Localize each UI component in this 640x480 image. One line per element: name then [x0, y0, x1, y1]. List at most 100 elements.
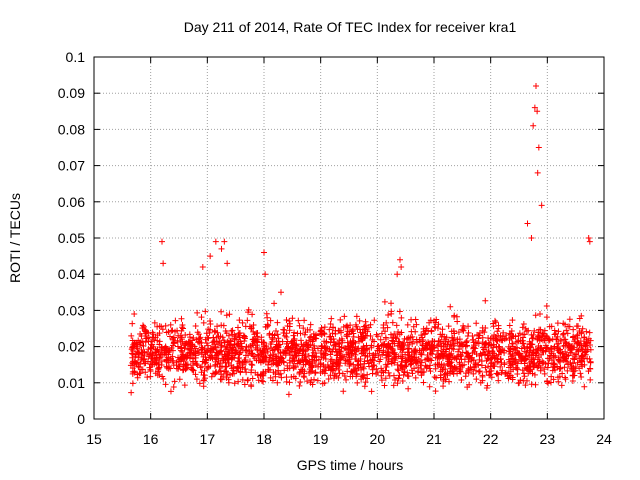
- data-point: [243, 369, 250, 376]
- data-point: [246, 358, 253, 365]
- data-point: [484, 352, 491, 359]
- data-point: [482, 297, 489, 304]
- data-point: [520, 340, 527, 347]
- data-point: [513, 364, 520, 371]
- data-point: [509, 317, 516, 324]
- y-tick-label: 0.02: [58, 339, 85, 355]
- data-point: [307, 379, 314, 386]
- data-point: [522, 382, 529, 389]
- data-point: [573, 323, 580, 330]
- data-point: [364, 357, 371, 364]
- data-point: [212, 344, 219, 351]
- data-point: [540, 330, 547, 337]
- data-point: [354, 379, 361, 386]
- data-point: [347, 338, 354, 345]
- data-point: [300, 347, 307, 354]
- data-point: [412, 374, 419, 381]
- data-point: [561, 364, 568, 371]
- data-point: [400, 371, 407, 378]
- data-point: [402, 363, 409, 370]
- data-point: [506, 322, 513, 329]
- data-point: [289, 315, 296, 322]
- data-point: [345, 343, 352, 350]
- data-point: [444, 372, 451, 379]
- data-point: [190, 349, 197, 356]
- data-point: [202, 308, 209, 315]
- data-point: [536, 326, 543, 333]
- chart-title: Day 211 of 2014, Rate Of TEC Index for r…: [184, 19, 517, 35]
- data-point: [296, 322, 303, 329]
- data-point: [497, 332, 504, 339]
- data-point: [355, 345, 362, 352]
- data-point: [464, 384, 471, 391]
- data-point: [291, 329, 298, 336]
- data-point: [394, 380, 401, 387]
- data-point: [369, 356, 376, 363]
- data-point: [534, 333, 541, 340]
- data-point: [156, 355, 163, 362]
- data-point: [473, 351, 480, 358]
- data-point: [233, 348, 240, 355]
- data-point: [373, 331, 380, 338]
- data-point: [544, 377, 551, 384]
- data-point: [252, 339, 259, 346]
- data-point: [300, 325, 307, 332]
- data-point: [432, 324, 439, 331]
- data-point: [400, 339, 407, 346]
- data-point: [426, 365, 433, 372]
- data-point: [266, 330, 273, 337]
- data-point: [235, 378, 242, 385]
- data-point: [509, 340, 516, 347]
- data-point: [576, 365, 583, 372]
- data-point: [428, 327, 435, 334]
- data-point: [327, 333, 334, 340]
- data-point: [142, 360, 149, 367]
- data-point: [250, 353, 257, 360]
- data-point: [274, 331, 281, 338]
- data-point: [241, 366, 248, 373]
- data-point: [276, 358, 283, 365]
- data-point: [278, 374, 285, 381]
- data-point: [192, 371, 199, 378]
- data-point: [574, 359, 581, 366]
- data-point: [231, 331, 238, 338]
- data-point: [324, 345, 331, 352]
- data-point: [211, 327, 218, 334]
- y-tick-label: 0.1: [66, 49, 86, 65]
- data-point: [583, 328, 590, 335]
- data-point: [189, 342, 196, 349]
- data-point: [446, 345, 453, 352]
- data-point: [275, 342, 282, 349]
- data-point: [223, 312, 230, 319]
- data-point: [151, 361, 158, 368]
- data-point: [227, 371, 234, 378]
- data-point: [182, 332, 189, 339]
- data-point: [136, 364, 143, 371]
- data-point: [154, 332, 161, 339]
- data-point: [555, 378, 562, 385]
- data-point: [497, 363, 504, 370]
- data-point: [396, 339, 403, 346]
- data-point: [546, 323, 553, 330]
- data-point: [194, 309, 201, 316]
- data-point: [531, 327, 538, 334]
- data-point: [286, 327, 293, 334]
- data-point: [156, 338, 163, 345]
- data-point: [221, 238, 228, 245]
- data-point: [529, 349, 536, 356]
- data-point: [485, 342, 492, 349]
- data-point: [492, 319, 499, 326]
- data-point: [538, 202, 545, 209]
- data-point: [267, 317, 274, 324]
- data-point: [378, 330, 385, 337]
- data-point: [414, 358, 421, 365]
- data-point: [228, 328, 235, 335]
- data-point: [368, 388, 375, 395]
- data-point: [569, 377, 576, 384]
- data-point: [339, 337, 346, 344]
- data-point: [290, 362, 297, 369]
- data-point: [213, 334, 220, 341]
- data-point: [566, 316, 573, 323]
- data-point: [308, 377, 315, 384]
- data-point: [223, 374, 230, 381]
